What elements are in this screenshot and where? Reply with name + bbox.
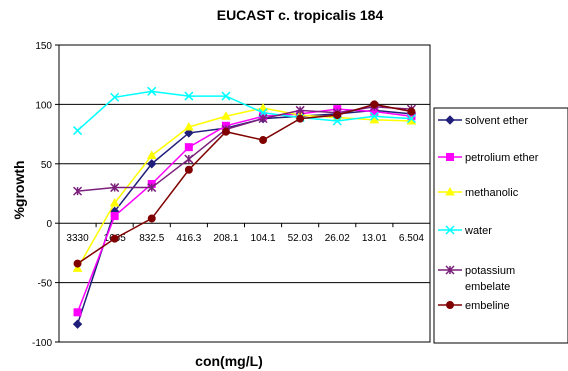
legend-label: solvent ether [465,115,528,127]
x-tick-label: 416.3 [176,233,201,244]
data-point-methanolic [146,150,157,159]
series-embeline [73,100,416,268]
y-tick-label: -50 [38,279,53,290]
data-point-embeline [333,111,342,120]
data-point-methanolic [258,102,268,112]
data-point-petrolium-ether [110,212,119,221]
legend-label: embeline [465,300,510,312]
data-point-potassium-embelate [295,105,305,115]
legend-box [433,107,568,344]
data-point-potassium-embelate [147,183,157,193]
data-point-embeline [296,114,305,123]
data-point-embeline [110,234,119,243]
data-point-water [147,86,157,96]
data-point-petrolium-ether [184,143,193,152]
data-point-methanolic [369,114,380,124]
data-point-water [332,116,342,126]
data-point-embeline [147,214,156,223]
y-tick-label: 0 [46,219,52,230]
data-point-methanolic [109,197,120,207]
data-point-solvent-ether [184,128,194,138]
y-tick-labels: -100 -50 0 50 100 150 [32,41,59,349]
data-point-water [184,91,194,101]
data-point-water [221,91,231,101]
legend-marker-embeline [446,301,454,309]
x-tick-label: 13.01 [362,233,387,244]
data-point-embeline [221,127,230,136]
legend-marker-methanolic [445,186,455,196]
x-tick-label: 26.02 [325,233,350,244]
legend-label: petrolium ether [465,152,539,164]
legend-marker-water [445,225,455,235]
data-point-methanolic [183,121,194,131]
data-point-embeline [73,259,82,268]
x-axis-label: con(mg/L) [195,353,263,369]
data-point-potassium-embelate [184,154,194,164]
y-tick-label: -100 [32,338,52,349]
y-tick-label: 50 [41,160,53,171]
data-point-water [406,114,416,124]
legend-marker-solvent-ether [445,115,455,125]
data-point-methanolic [221,111,231,120]
series-line-water [77,90,412,132]
data-point-potassium-embelate [73,186,83,196]
data-point-embeline [184,165,193,174]
legend-label: embelate [465,281,510,293]
legend-label: potassium [465,265,515,277]
data-point-methanolic [72,263,83,272]
legend-label: water [464,225,492,237]
data-point-potassium-embelate [110,183,120,193]
legend: solvent ether petrolium ether methanolic wa… [438,115,539,312]
legend-label: methanolic [465,187,519,199]
data-point-solvent-ether [147,159,157,169]
data-point-petrolium-ether [73,308,82,317]
data-point-potassium-embelate [258,114,268,124]
x-tick-label: 3330 [66,233,89,244]
data-point-water [110,92,120,102]
series-group [72,86,417,329]
data-point-embeline [407,107,416,116]
data-point-embeline [259,136,268,145]
y-tick-label: 150 [35,41,52,52]
chart-title: EUCAST c. tropicalis 184 [217,7,384,23]
x-tick-label: 104.1 [251,233,276,244]
y-tick-label: 100 [35,100,52,111]
legend-marker-potassium-embelate [445,265,455,275]
data-point-water [369,111,379,121]
data-point-solvent-ether [72,319,83,329]
x-tick-label: 6.504 [399,233,424,244]
data-point-embeline [370,100,379,109]
x-tick-label: 832.5 [139,233,164,244]
y-axis-label: %growth [11,160,27,219]
legend-marker-petrolium-ether [446,153,454,161]
x-tick-label: 208.1 [213,233,238,244]
series-line-embeline [77,103,412,265]
data-point-water [73,126,83,136]
plot-area [58,44,431,343]
x-tick-label: 52.03 [288,233,313,244]
